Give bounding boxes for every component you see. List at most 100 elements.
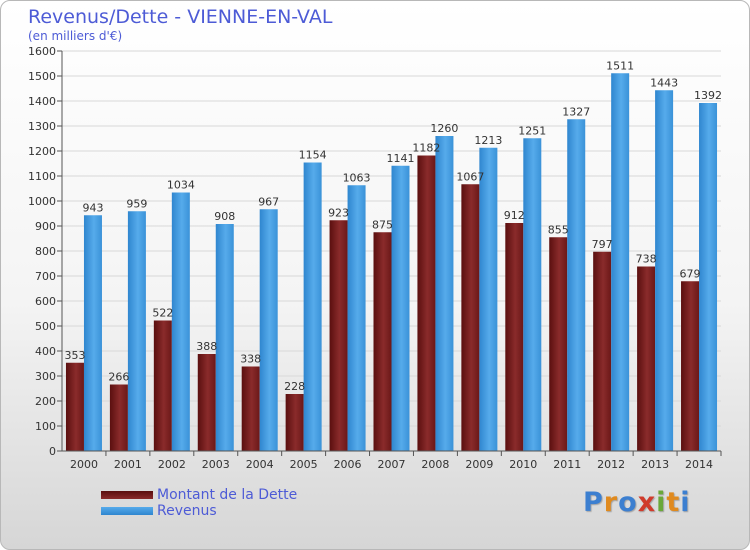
- value-label-debt: 912: [504, 209, 525, 222]
- value-label-debt: 738: [636, 253, 657, 266]
- value-label-revenue: 1443: [650, 76, 678, 89]
- axes: 0 100 200 300 400 500 600 700 800 900 1000 1100 1200…: [28, 45, 722, 471]
- value-label-debt: 338: [240, 353, 261, 366]
- chart-subtitle: (en milliers d'€): [28, 29, 123, 43]
- y-tick-label: 600: [35, 295, 56, 308]
- legend-label-debt: Montant de la Dette: [157, 487, 298, 503]
- y-tick-label: 1100: [28, 170, 56, 183]
- value-labels: 353 943 266 959 522 1034 388 908 338 967 228 1154 92…: [64, 59, 722, 393]
- value-label-debt: 797: [592, 238, 613, 251]
- x-tick-label: 2002: [158, 458, 186, 471]
- y-tick-label: 1600: [28, 45, 56, 58]
- value-label-debt: 228: [284, 380, 305, 393]
- y-tick-label: 1500: [28, 70, 56, 83]
- bar-revenue: [259, 209, 278, 451]
- bar-revenue: [655, 90, 674, 451]
- value-label-revenue: 959: [126, 197, 147, 210]
- chart-title: Revenus/Dette - VIENNE-EN-VAL: [28, 6, 333, 28]
- value-label-debt: 923: [328, 206, 349, 219]
- x-tick-label: 2003: [202, 458, 230, 471]
- value-label-debt: 522: [152, 307, 173, 320]
- bar-debt: [681, 281, 700, 451]
- y-tick-label: 200: [35, 395, 56, 408]
- value-label-revenue: 1154: [299, 149, 327, 162]
- y-tick-label: 1300: [28, 120, 56, 133]
- value-label-revenue: 1260: [430, 122, 458, 135]
- value-label-revenue: 1251: [518, 124, 546, 137]
- bar-revenue: [611, 73, 630, 451]
- proxiti-logo: Proxiti: [583, 487, 691, 518]
- value-label-revenue: 1392: [694, 89, 722, 102]
- y-tick-label: 500: [35, 320, 56, 333]
- x-tick-label: 2009: [465, 458, 493, 471]
- y-tick-label: 0: [49, 445, 56, 458]
- value-label-debt: 679: [680, 267, 701, 280]
- x-tick-label: 2013: [641, 458, 669, 471]
- bar-debt: [197, 354, 216, 451]
- y-tick-label: 1000: [28, 195, 56, 208]
- x-tick-label: 2014: [685, 458, 713, 471]
- x-tick-label: 2010: [509, 458, 537, 471]
- x-tick-label: 2005: [290, 458, 318, 471]
- bar-revenue: [215, 224, 234, 451]
- y-tick-label: 100: [35, 420, 56, 433]
- x-tick-label: 2000: [70, 458, 98, 471]
- bar-revenue: [127, 211, 146, 451]
- value-label-debt: 353: [64, 349, 85, 362]
- bar-debt: [593, 251, 612, 451]
- y-tick-label: 300: [35, 370, 56, 383]
- value-label-revenue: 1213: [474, 134, 502, 147]
- bar-debt: [549, 237, 568, 451]
- legend-label-revenue: Revenus: [157, 503, 217, 519]
- value-label-debt: 875: [372, 218, 393, 231]
- legend-swatch-debt: [101, 491, 153, 499]
- y-tick-label: 1200: [28, 145, 56, 158]
- y-tick-label: 400: [35, 345, 56, 358]
- bar-revenue: [435, 136, 454, 451]
- bar-revenue: [303, 162, 322, 451]
- x-tick-label: 2007: [378, 458, 406, 471]
- bar-revenue: [479, 147, 498, 451]
- value-label-debt: 1067: [456, 170, 484, 183]
- value-label-revenue: 943: [82, 201, 103, 214]
- bar-debt: [329, 220, 348, 451]
- value-label-revenue: 908: [214, 210, 235, 223]
- value-label-debt: 1182: [412, 142, 440, 155]
- value-label-revenue: 967: [258, 195, 279, 208]
- legend-swatch-revenue: [101, 507, 153, 515]
- y-tick-label: 800: [35, 245, 56, 258]
- bar-debt: [241, 366, 260, 451]
- bar-debt: [373, 232, 392, 451]
- value-label-revenue: 1141: [387, 152, 415, 165]
- bar-revenue: [171, 192, 190, 451]
- x-tick-label: 2004: [246, 458, 274, 471]
- y-tick-label: 700: [35, 270, 56, 283]
- bar-chart: 353 943 266 959 522 1034 388 908 338 967 228 1154 92…: [28, 45, 722, 471]
- x-tick-label: 2012: [597, 458, 625, 471]
- y-tick-label: 1400: [28, 95, 56, 108]
- value-label-revenue: 1327: [562, 105, 590, 118]
- x-tick-label: 2006: [334, 458, 362, 471]
- bar-debt: [65, 362, 84, 451]
- bar-debt: [505, 223, 524, 451]
- x-tick-label: 2011: [553, 458, 581, 471]
- bar-revenue: [347, 185, 366, 451]
- bar-revenue: [391, 165, 410, 451]
- bar-debt: [153, 320, 172, 451]
- y-tick-label: 900: [35, 220, 56, 233]
- bar-debt: [637, 266, 656, 451]
- x-tick-label: 2001: [114, 458, 142, 471]
- bar-revenue: [523, 138, 542, 451]
- value-label-revenue: 1034: [167, 179, 195, 192]
- bar-revenue: [699, 103, 718, 451]
- x-tick-label: 2008: [421, 458, 449, 471]
- value-label-debt: 266: [108, 371, 129, 384]
- value-label-debt: 855: [548, 223, 569, 236]
- value-label-revenue: 1511: [606, 59, 634, 72]
- bar-revenue: [567, 119, 586, 451]
- value-label-revenue: 1063: [343, 171, 371, 184]
- bar-revenue: [83, 215, 102, 451]
- bars: [65, 73, 718, 451]
- value-label-debt: 388: [196, 340, 217, 353]
